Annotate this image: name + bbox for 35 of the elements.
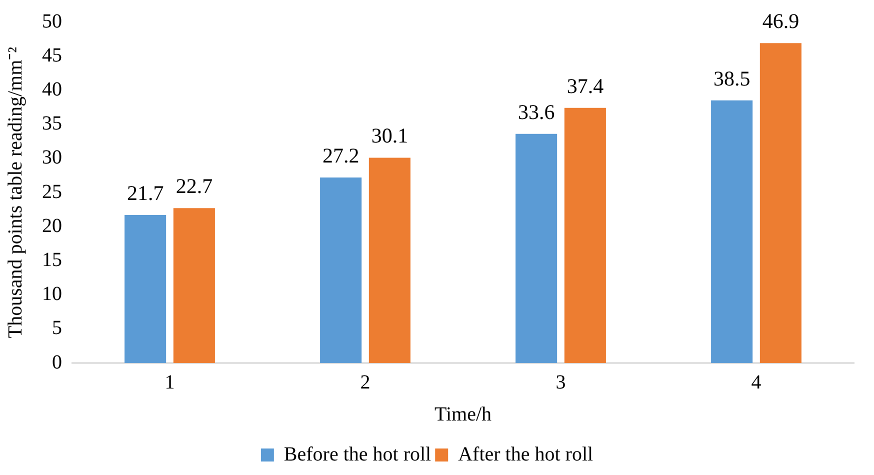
- bar: [368, 158, 410, 363]
- bar: [124, 215, 166, 363]
- y-tick-label: 45: [42, 44, 62, 66]
- legend-label: After the hot roll: [458, 443, 594, 466]
- bar: [173, 208, 215, 363]
- bar: [760, 43, 802, 363]
- data-label: 21.7: [126, 181, 164, 206]
- data-label: 22.7: [176, 174, 213, 198]
- x-tick-label: 2: [360, 371, 370, 394]
- y-tick-label: 0: [52, 351, 62, 374]
- data-label: 30.1: [371, 124, 408, 148]
- y-tick-label: 20: [42, 214, 62, 237]
- legend-label: Before the hot roll: [284, 443, 432, 466]
- bar: [711, 100, 753, 363]
- y-axis-title: Thousand points table reading/mm⁻²: [4, 46, 26, 338]
- y-tick-label: 30: [42, 146, 62, 169]
- y-tick-label: 25: [42, 180, 62, 203]
- y-tick-label: 10: [42, 283, 62, 306]
- data-label: 27.2: [322, 144, 360, 168]
- x-tick-label: 1: [164, 371, 175, 394]
- y-tick-label: 5: [52, 317, 62, 340]
- y-tick-label: 50: [42, 10, 62, 32]
- data-label: 37.4: [566, 74, 604, 98]
- y-tick-label: 40: [42, 78, 62, 100]
- x-axis-title: Time/h: [434, 403, 492, 426]
- y-tick-label: 15: [42, 248, 62, 271]
- x-tick-label: 4: [751, 371, 762, 394]
- y-tick-label: 35: [42, 112, 62, 135]
- bar: [320, 177, 362, 363]
- data-label: 38.5: [713, 66, 750, 90]
- bar: [564, 108, 606, 363]
- bar: [516, 134, 558, 363]
- data-label: 33.6: [518, 100, 555, 124]
- data-label: 46.9: [762, 9, 800, 34]
- x-tick-label: 3: [556, 371, 566, 394]
